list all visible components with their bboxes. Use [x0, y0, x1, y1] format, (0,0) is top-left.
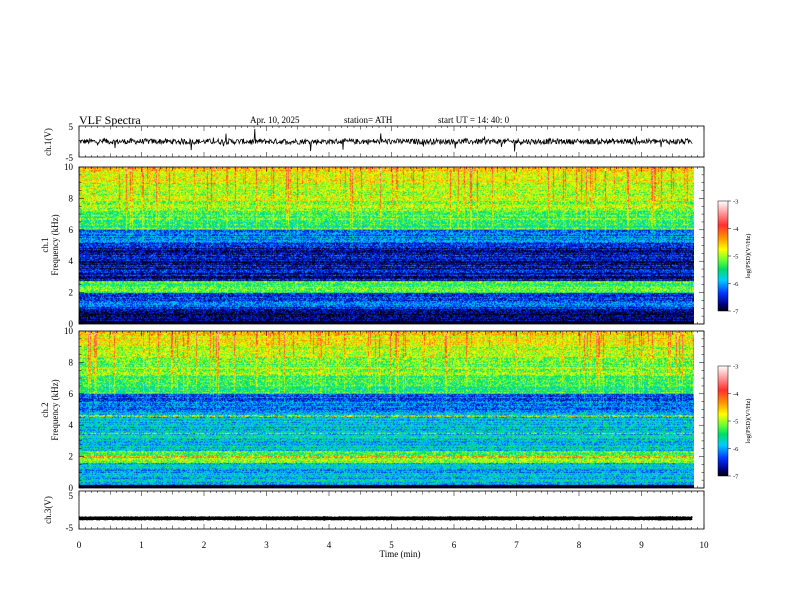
- colorbar-tick-label: -3: [733, 364, 738, 371]
- time-tick-label: 8: [577, 540, 582, 550]
- ch3-waveform-panel: 5 -5 ch.3(V): [43, 490, 705, 533]
- time-tick-label: 9: [639, 540, 644, 550]
- frequency-tick-label: 10: [64, 162, 74, 172]
- frequency-tick-label: 6: [69, 389, 74, 399]
- colorbar-tick-label: -7: [733, 474, 739, 481]
- time-tick-label: 1: [139, 540, 144, 550]
- frequency-tick-label: 8: [69, 193, 74, 203]
- time-tick-label: 4: [327, 540, 332, 550]
- ch2-colorbar-gradient: [718, 366, 728, 476]
- figure-title: VLF Spectra: [79, 113, 141, 127]
- colorbar-tick-label: -5: [733, 254, 738, 261]
- ch2-spectrogram-panel: 0 2 4 6 8 10 ch.2 Frequency (kHz): [40, 326, 705, 493]
- date-label: Apr. 10, 2025: [250, 115, 300, 125]
- ch2-spectrogram-image: [79, 331, 694, 488]
- ch2-spec-ylabel-channel: ch.2: [40, 402, 50, 417]
- colorbar-tick-label: -6: [733, 281, 739, 288]
- colorbar-tick-label: -4: [733, 391, 739, 398]
- station-label: station= ATH: [344, 115, 393, 125]
- ch1-spectrogram-image: [79, 167, 694, 324]
- time-tick-label: 7: [514, 540, 519, 550]
- ch3-waveform-frame: [78, 490, 705, 530]
- time-tick-label: 6: [452, 540, 457, 550]
- time-tick-label: 0: [77, 540, 82, 550]
- frequency-tick-label: 6: [69, 225, 74, 235]
- colorbar-tick-label: -4: [733, 226, 739, 233]
- ch3-ytick-bottom: -5: [66, 523, 74, 533]
- ch1-waveform-line: [78, 128, 693, 152]
- colorbar-tick-label: -7: [733, 309, 739, 316]
- ch2-colorbar: -3 -4 -5 -6 -7 log(PSD)(V²/Hz): [717, 364, 752, 481]
- ch1-ytick-top: 5: [69, 122, 74, 132]
- frequency-tick-label: 4: [69, 420, 74, 430]
- ch1-ytick-bottom: -5: [66, 153, 74, 163]
- frequency-tick-label: 8: [69, 357, 74, 367]
- frequency-tick-label: 0: [69, 319, 74, 329]
- ch1-ylabel: ch.1(V): [43, 128, 53, 156]
- frequency-tick-label: 2: [69, 288, 74, 298]
- time-axis: 0 1 2 3 4 5 6 7 8 9 10: [77, 540, 709, 550]
- time-tick-label: 5: [389, 540, 394, 550]
- start-time-label: start UT = 14: 40: 0: [438, 115, 510, 125]
- time-tick-label: 2: [202, 540, 207, 550]
- colorbar-tick-label: -5: [733, 419, 738, 426]
- colorbar-tick-label: -6: [733, 446, 739, 453]
- time-tick-label: 3: [264, 540, 269, 550]
- ch3-ylabel: ch.3(V): [43, 496, 53, 524]
- ch1-waveform-panel: 5 -5 ch.1(V): [43, 122, 705, 163]
- ch1-colorbar: -3 -4 -5 -6 -7 log(PSD)(V²/Hz): [717, 199, 752, 316]
- ch1-spec-ylabel-channel: ch.1: [40, 237, 50, 252]
- time-axis-label: Time (min): [380, 549, 421, 559]
- ch2-colorbar-label: log(PSD)(V²/Hz): [745, 399, 752, 444]
- ch1-spectrogram-panel: 0 2 4 6 8 10 ch.1 Frequency (kHz): [40, 162, 705, 329]
- ch3-ytick-top: 5: [69, 491, 74, 501]
- ch1-colorbar-label: log(PSD)(V²/Hz): [745, 234, 752, 279]
- ch1-colorbar-gradient: [718, 201, 728, 311]
- frequency-tick-label: 4: [69, 256, 74, 266]
- ch1-spec-ylabel-frequency: Frequency (kHz): [50, 214, 60, 275]
- frequency-tick-label: 2: [69, 452, 74, 462]
- colorbar-tick-label: -3: [733, 199, 738, 206]
- ch3-waveform-line: [78, 515, 693, 521]
- frequency-tick-label: 0: [69, 483, 74, 493]
- ch2-spec-ylabel-frequency: Frequency (kHz): [50, 379, 60, 440]
- frequency-tick-label: 10: [64, 326, 74, 336]
- time-tick-label: 10: [700, 540, 710, 550]
